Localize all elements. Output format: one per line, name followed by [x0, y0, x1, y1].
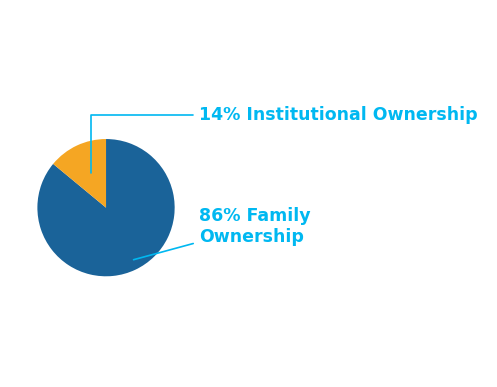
Text: 14% Institutional Ownership: 14% Institutional Ownership [91, 106, 477, 173]
Text: 86% Family
Ownership: 86% Family Ownership [134, 207, 310, 260]
Wedge shape [37, 139, 174, 276]
Wedge shape [53, 139, 106, 208]
